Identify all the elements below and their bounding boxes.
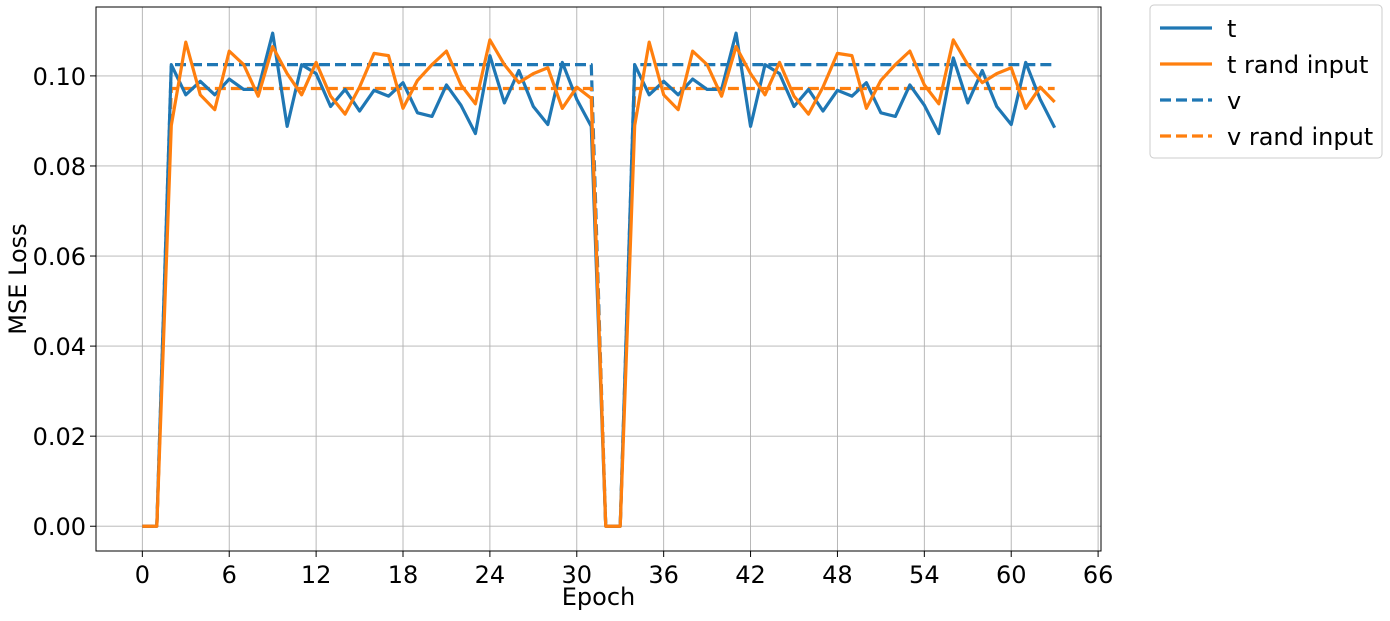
x-tick-label: 6	[222, 561, 237, 589]
x-tick-label: 24	[475, 561, 506, 589]
legend: t t rand input v v rand input	[1149, 4, 1383, 159]
x-tick-label: 18	[388, 561, 419, 589]
x-tick-label: 54	[909, 561, 940, 589]
x-tick-label: 0	[135, 561, 150, 589]
x-tick-label: 36	[648, 561, 679, 589]
y-tick-label: 0.04	[33, 333, 86, 361]
series-lines	[142, 31, 1057, 528]
x-tick-label: 60	[996, 561, 1027, 589]
x-tick-label: 42	[735, 561, 766, 589]
legend-box	[1149, 4, 1383, 159]
y-tick-label: 0.00	[33, 513, 86, 541]
x-tick-label: 48	[822, 561, 853, 589]
y-tick-label: 0.10	[33, 63, 86, 91]
y-axis-title: MSE Loss	[4, 223, 32, 334]
x-axis-ticks: 0 6 12 18 24 30 36 42 48 54 60 66	[135, 551, 1114, 589]
y-tick-label: 0.06	[33, 243, 86, 271]
legend-label: v rand input	[1227, 123, 1373, 151]
legend-label: t rand input	[1227, 51, 1368, 79]
x-tick-label: 30	[562, 561, 593, 589]
legend-items: t t rand input v v rand input	[1160, 15, 1373, 151]
x-tick-label: 12	[301, 561, 332, 589]
legend-label: v	[1227, 87, 1241, 115]
series-line-t-rand-input	[142, 38, 1056, 528]
y-tick-label: 0.02	[33, 423, 86, 451]
legend-label: t	[1227, 15, 1236, 43]
x-axis-title: Epoch	[562, 583, 636, 611]
x-tick-label: 66	[1083, 561, 1114, 589]
y-axis-ticks: 0.00 0.02 0.04 0.06 0.08 0.10	[33, 63, 96, 541]
y-tick-label: 0.08	[33, 153, 86, 181]
plot-frame	[95, 6, 1102, 552]
